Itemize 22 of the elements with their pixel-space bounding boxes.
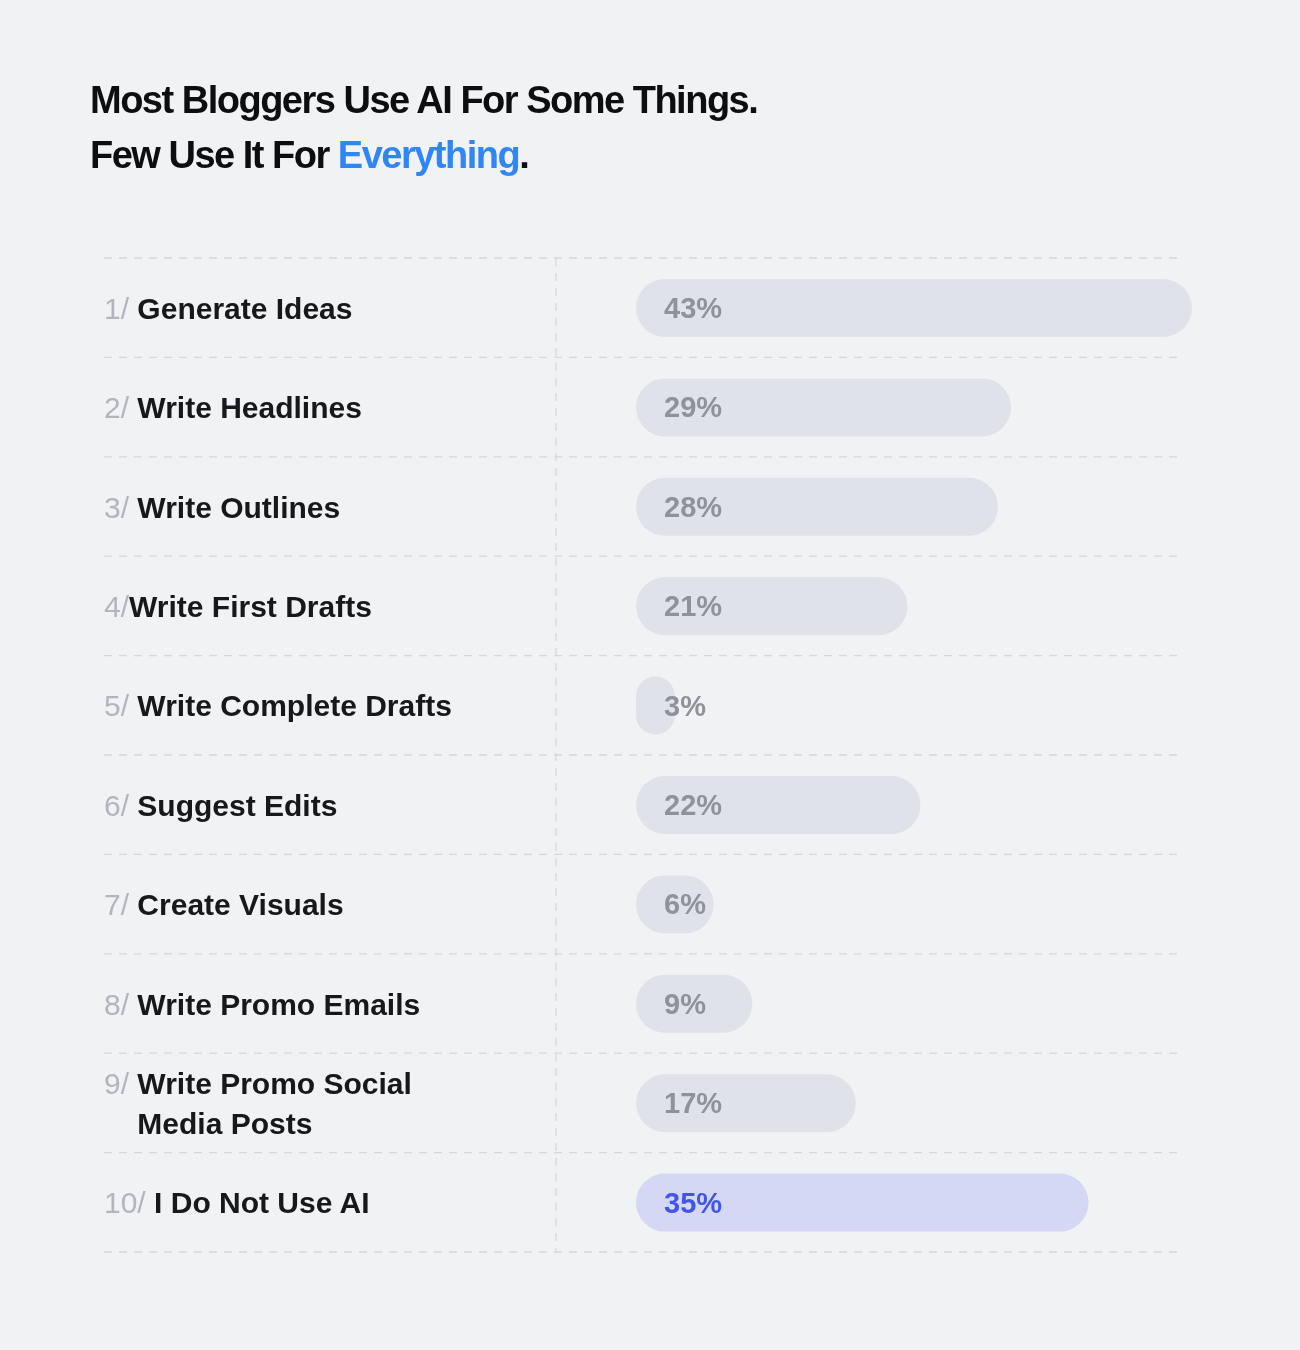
chart-title: Most Bloggers Use AI For Some Things. Few Use It For Everything. [90, 78, 759, 178]
y-tick-label: 7/ Create Visuals [104, 887, 344, 921]
y-tick-label: 6/ Suggest Edits [104, 788, 338, 822]
y-tick-label: 5/ Write Complete Drafts [104, 688, 452, 722]
data-label: 6% [664, 888, 707, 921]
data-label: 29% [664, 391, 723, 424]
data-label: 43% [664, 292, 723, 324]
data-label: 22% [664, 789, 723, 821]
data-label: 3% [664, 689, 707, 722]
data-label: 21% [664, 590, 723, 623]
y-tick-label: 2/ Write Headlines [104, 390, 362, 424]
y-tick-label: 9/ Write Promo Social Media Posts [104, 1066, 421, 1140]
bar [636, 1173, 1089, 1232]
y-tick-label: 8/ Write Promo Emails [104, 987, 421, 1020]
y-tick-label: 1/ Generate Ideas [104, 291, 353, 325]
y-tick-label: 10/ I Do Not Use AI [104, 1185, 370, 1219]
data-label: 17% [664, 1087, 723, 1120]
data-label: 28% [664, 490, 723, 523]
y-tick-label: 4/Write First Drafts [104, 589, 372, 623]
data-label: 35% [664, 1186, 723, 1219]
y-tick-label: 3/ Write Outlines [104, 490, 341, 523]
data-label: 9% [664, 987, 707, 1020]
